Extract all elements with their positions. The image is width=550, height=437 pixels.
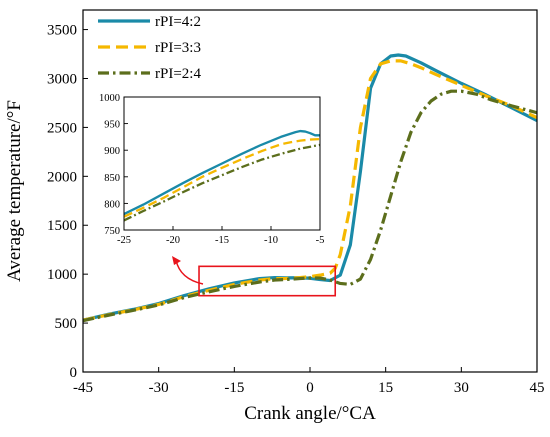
zoom-region-box xyxy=(198,265,337,297)
inset-x-tick-label: -25 xyxy=(117,235,131,246)
inset-x-tick-label: -5 xyxy=(316,235,325,246)
y-tick-label: 2000 xyxy=(47,169,77,185)
x-tick-label: 30 xyxy=(454,380,469,396)
y-tick-label: 3000 xyxy=(47,71,77,87)
y-axis-title: Average temperature/°F xyxy=(4,100,25,282)
inset-y-tick-label: 850 xyxy=(104,173,120,184)
inset-x-tick-label: -20 xyxy=(166,235,180,246)
x-tick-label: 45 xyxy=(530,380,545,396)
inset-series-line-2 xyxy=(124,137,320,218)
y-tick-label: 2500 xyxy=(47,120,77,136)
inset-y-tick-label: 950 xyxy=(104,120,120,131)
x-tick-label: -15 xyxy=(224,380,244,396)
inset-y-tick-label: 800 xyxy=(104,199,120,210)
inset-y-tick-label: 1000 xyxy=(99,93,120,104)
inset-series-group xyxy=(124,129,320,222)
inset-x-tick-label: -15 xyxy=(215,235,229,246)
legend-label: rPI=2:4 xyxy=(155,66,201,82)
legend-label: rPI=3:3 xyxy=(155,40,201,56)
inset-plot: -25 -20 -15 -10 -5 750 800 850 900 950 1000 xyxy=(99,93,324,246)
series-line-rpi-2-4 xyxy=(83,89,537,323)
inset-series-line-3 xyxy=(124,143,320,222)
x-tick-label: -30 xyxy=(149,380,169,396)
zoom-arrow-head xyxy=(172,256,181,265)
inset-y-tick-label: 900 xyxy=(104,146,120,157)
inset-series-line-1 xyxy=(124,129,320,216)
legend: rPI=4:2 rPI=3:3 rPI=2:4 xyxy=(98,14,201,82)
x-axis-title: Crank angle/°CA xyxy=(244,403,376,424)
inset-y-tick-label: 750 xyxy=(104,226,120,237)
y-tick-label: 1500 xyxy=(47,218,77,234)
y-tick-label: 1000 xyxy=(47,267,77,283)
y-tick-label: 3500 xyxy=(47,23,77,39)
x-tick-label: -45 xyxy=(73,380,93,396)
inset-x-tick-label: -10 xyxy=(264,235,278,246)
y-tick-label: 0 xyxy=(70,365,78,381)
main-plot: -45 -30 -15 0 15 30 45 0 500 1000 1500 2000 2500 3000… xyxy=(4,9,545,424)
x-tick-label: 0 xyxy=(306,380,314,396)
y-tick-label: 500 xyxy=(55,316,78,332)
legend-label: rPI=4:2 xyxy=(155,14,201,30)
x-tick-label: 15 xyxy=(378,380,393,396)
